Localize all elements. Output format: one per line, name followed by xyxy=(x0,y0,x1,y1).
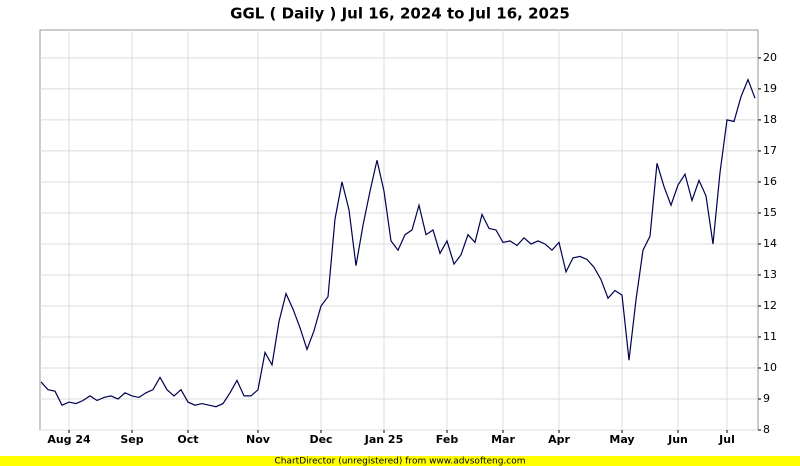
y-tick-label: 17 xyxy=(763,144,777,157)
x-tick-label: Oct xyxy=(177,433,198,446)
credit-bar xyxy=(0,456,800,466)
y-tick-label: 12 xyxy=(763,299,777,312)
x-tick-label: Sep xyxy=(120,433,143,446)
y-tick-label: 8 xyxy=(763,423,770,436)
chart-title: GGL ( Daily ) Jul 16, 2024 to Jul 16, 20… xyxy=(230,5,570,23)
x-tick-label: Mar xyxy=(491,433,515,446)
x-tick-label: Jul xyxy=(718,433,735,446)
y-tick-label: 10 xyxy=(763,361,777,374)
y-tick-label: 11 xyxy=(763,330,777,343)
price-line xyxy=(40,77,756,408)
x-tick-label: Jan 25 xyxy=(364,433,403,446)
y-tick-label: 14 xyxy=(763,237,777,250)
x-tick-label: Jun xyxy=(667,433,688,446)
x-tick-label: Nov xyxy=(246,433,271,446)
y-tick-label: 9 xyxy=(763,392,770,405)
y-tick-label: 15 xyxy=(763,206,777,219)
y-tick-label: 19 xyxy=(763,82,777,95)
x-tick-label: May xyxy=(609,433,634,446)
x-tick-label: Aug 24 xyxy=(47,433,91,446)
x-tick-label: Dec xyxy=(309,433,332,446)
x-tick-label: Feb xyxy=(436,433,459,446)
credit: ChartDirector (unregistered) from www.ad… xyxy=(274,457,525,466)
x-tick-label: Apr xyxy=(548,433,570,446)
y-tick-label: 13 xyxy=(763,268,777,281)
y-tick-label: 20 xyxy=(763,51,777,64)
y-tick-label: 18 xyxy=(763,113,777,126)
y-tick-label: 16 xyxy=(763,175,777,188)
plot-background xyxy=(39,29,759,431)
